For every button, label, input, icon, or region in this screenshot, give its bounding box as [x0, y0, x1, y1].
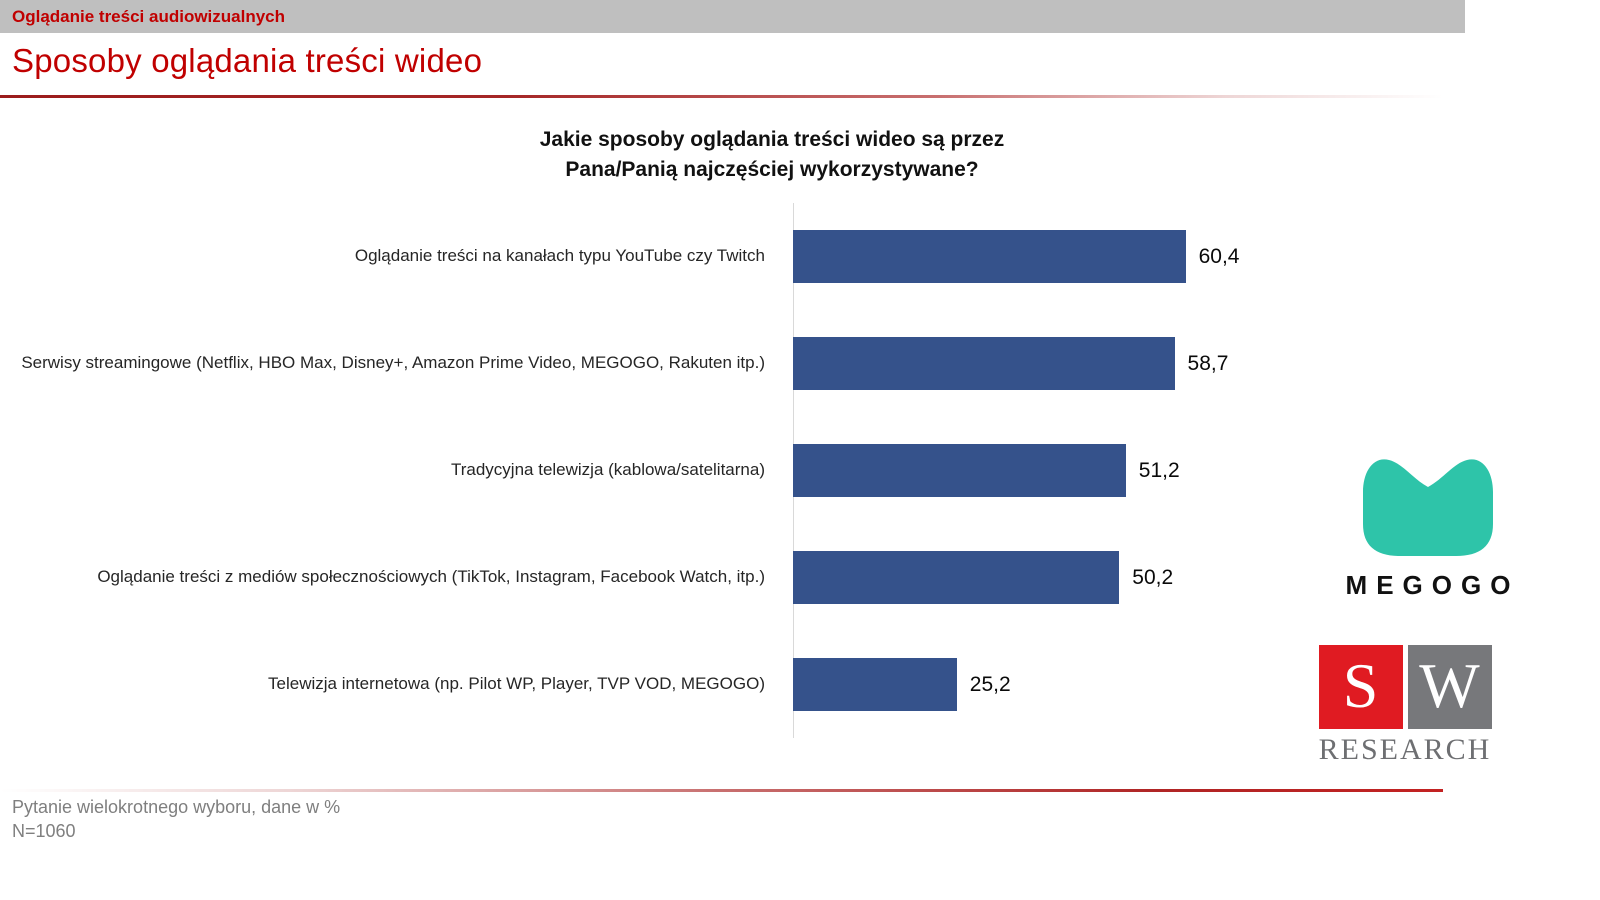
bar	[793, 551, 1120, 604]
sw-logo-s-square: S	[1318, 645, 1403, 729]
footer-note-line1: Pytanie wielokrotnego wyboru, dane w %	[12, 797, 341, 817]
category-label: Tradycyjna telewizja (kablowa/satelitarn…	[450, 460, 765, 480]
section-kicker: Oglądanie treści audiowizualnych	[12, 7, 286, 26]
bar-track: 50,2	[793, 551, 1443, 604]
sw-logo-squares: S W	[1318, 645, 1492, 729]
bar	[793, 658, 957, 711]
bar	[793, 444, 1126, 497]
footer-divider	[0, 789, 1443, 792]
sw-research-logo: S W RESEARCH	[1318, 645, 1492, 767]
chart-title: Jakie sposoby oglądania treści wideo są …	[422, 125, 1122, 185]
value-label: 60,4	[1198, 244, 1240, 268]
megogo-logo-text: MEGOGO	[1345, 570, 1520, 600]
footer-sample-size: N=1060	[12, 821, 76, 842]
title-divider	[0, 95, 1443, 98]
megogo-logo-icon	[1363, 459, 1493, 556]
sw-logo-w-square: W	[1407, 645, 1492, 729]
value-label: 50,2	[1132, 565, 1174, 589]
value-label: 51,2	[1138, 458, 1180, 482]
bar-row: Telewizja internetowa (np. Pilot WP, Pla…	[0, 631, 1443, 738]
bar	[793, 230, 1186, 283]
sw-logo-research-text: RESEARCH	[1318, 733, 1492, 766]
chart-plot-area: Oglądanie treści na kanałach typu YouTub…	[0, 203, 1443, 738]
bar-row: Oglądanie treści z mediów społecznościow…	[0, 524, 1443, 631]
page-title: Sposoby oglądania treści wideo	[12, 42, 483, 79]
chart-title-line1: Jakie sposoby oglądania treści wideo są …	[539, 128, 1005, 151]
value-label: 58,7	[1187, 351, 1229, 375]
chart-title-line2: Pana/Panią najczęściej wykorzystywane?	[565, 157, 979, 181]
bar-track: 60,4	[793, 230, 1443, 283]
category-label: Serwisy streamingowe (Netflix, HBO Max, …	[21, 353, 765, 373]
category-label: Oglądanie treści z mediów społecznościow…	[97, 567, 765, 587]
bar-track: 25,2	[793, 658, 1443, 711]
footer-note: Pytanie wielokrotnego wyboru, dane w % N…	[12, 795, 340, 844]
bar-row: Serwisy streamingowe (Netflix, HBO Max, …	[0, 310, 1443, 417]
bar-track: 51,2	[793, 444, 1443, 497]
value-label: 25,2	[969, 672, 1011, 696]
header-bar: Oglądanie treści audiowizualnych	[0, 0, 1465, 33]
megogo-logo: MEGOGO	[1328, 448, 1528, 601]
bar-track: 58,7	[793, 337, 1443, 390]
bar-row: Oglądanie treści na kanałach typu YouTub…	[0, 203, 1443, 310]
category-label: Telewizja internetowa (np. Pilot WP, Pla…	[268, 674, 765, 694]
bar-row: Tradycyjna telewizja (kablowa/satelitarn…	[0, 417, 1443, 524]
bar	[793, 337, 1175, 390]
category-label: Oglądanie treści na kanałach typu YouTub…	[354, 246, 765, 266]
